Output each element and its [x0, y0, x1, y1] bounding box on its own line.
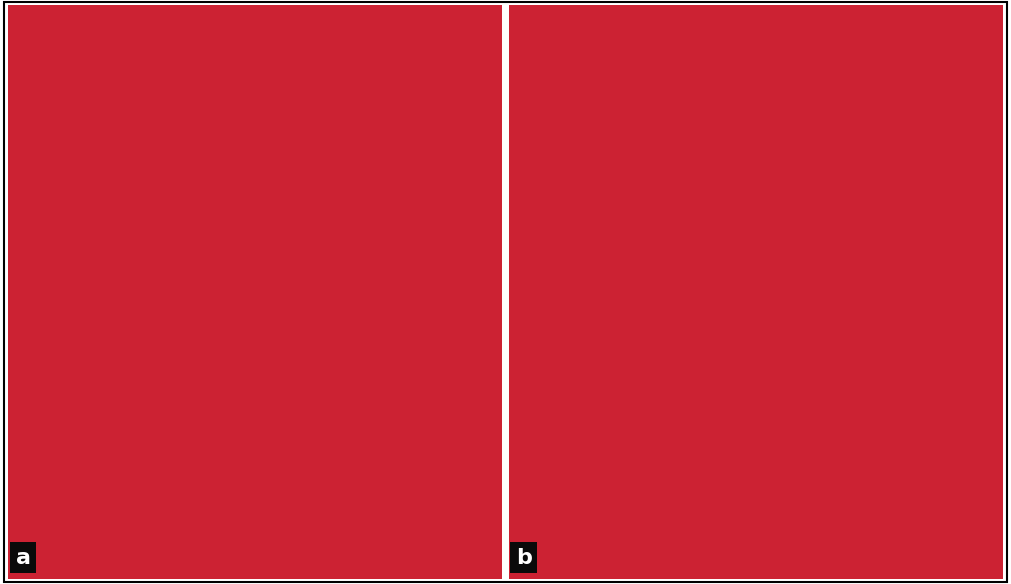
Text: a: a	[15, 548, 30, 568]
Text: b: b	[516, 548, 532, 568]
